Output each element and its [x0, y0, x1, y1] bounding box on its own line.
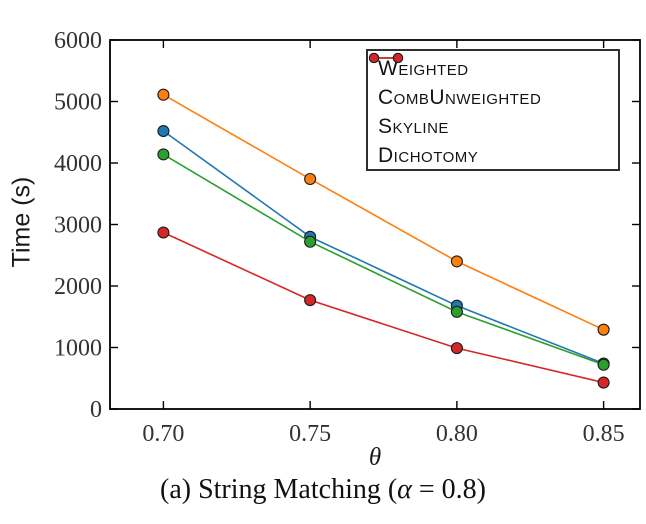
data-point	[304, 294, 317, 307]
x-tick-label: 0.80	[436, 421, 478, 447]
y-axis-tick-labels: 0 1000 2000 3000 4000 5000 6000	[54, 28, 102, 423]
data-point	[597, 323, 610, 336]
legend-marker	[392, 52, 404, 64]
series-skyline	[157, 148, 610, 371]
series-dichotomy	[157, 226, 610, 389]
legend-item-dichotomy: Dichotomy	[368, 52, 618, 170]
legend-item-combunweighted: CombUnweighted	[368, 52, 618, 112]
x-tick-label: 0.70	[142, 421, 184, 447]
caption-alpha-symbol: α	[397, 474, 412, 505]
data-point	[597, 376, 610, 389]
caption-text-prefix: (a) String Matching (	[160, 474, 398, 505]
series-combunweighted	[157, 88, 610, 336]
data-point	[450, 255, 463, 268]
data-point	[597, 358, 610, 371]
legend-label: Dichotomy	[378, 143, 479, 167]
series-line	[162, 130, 604, 365]
data-point	[157, 148, 170, 161]
legend-label: CombUnweighted	[378, 85, 542, 109]
y-tick-label: 1000	[54, 336, 102, 362]
legend-item-skyline: Skyline	[368, 52, 618, 141]
legend-item-weighted: Weighted	[368, 52, 618, 83]
chart-series	[157, 88, 610, 389]
data-point	[304, 172, 317, 186]
y-tick-label: 6000	[54, 28, 102, 54]
legend-marker	[368, 52, 380, 64]
x-axis-tick-labels: 0.70 0.75 0.80 0.85	[142, 421, 624, 447]
y-tick-label: 3000	[54, 213, 102, 239]
data-point	[157, 226, 170, 239]
y-axis-title: Time (s)	[7, 176, 36, 268]
data-point	[450, 342, 463, 355]
series-line	[163, 94, 604, 331]
legend-swatch	[368, 52, 404, 64]
x-tick-label: 0.85	[583, 421, 625, 447]
series-line	[163, 231, 604, 384]
x-tick-label: 0.75	[289, 421, 331, 447]
y-tick-label: 4000	[54, 151, 102, 177]
axis-ticks	[110, 39, 640, 410]
caption-text-suffix: = 0.8)	[411, 474, 486, 505]
data-point	[157, 124, 170, 138]
data-point	[450, 305, 463, 318]
data-point	[157, 88, 170, 101]
legend-label: Weighted	[378, 56, 469, 80]
y-tick-label: 2000	[54, 274, 102, 300]
data-point	[304, 235, 317, 248]
y-tick-label: 5000	[54, 90, 102, 116]
series-line	[163, 153, 604, 366]
line-chart: 0.70 0.75 0.80 0.85 0 1000 2000 3000 4000 5000 60…	[54, 28, 641, 447]
legend-label: Skyline	[378, 114, 449, 138]
y-tick-label: 0	[90, 397, 102, 423]
legend: Weighted CombUnweighted Skyline Dichotomy	[366, 49, 620, 171]
x-axis-title: θ	[368, 444, 382, 471]
figure-caption: (a) String Matching (α = 0.8)	[0, 474, 646, 506]
